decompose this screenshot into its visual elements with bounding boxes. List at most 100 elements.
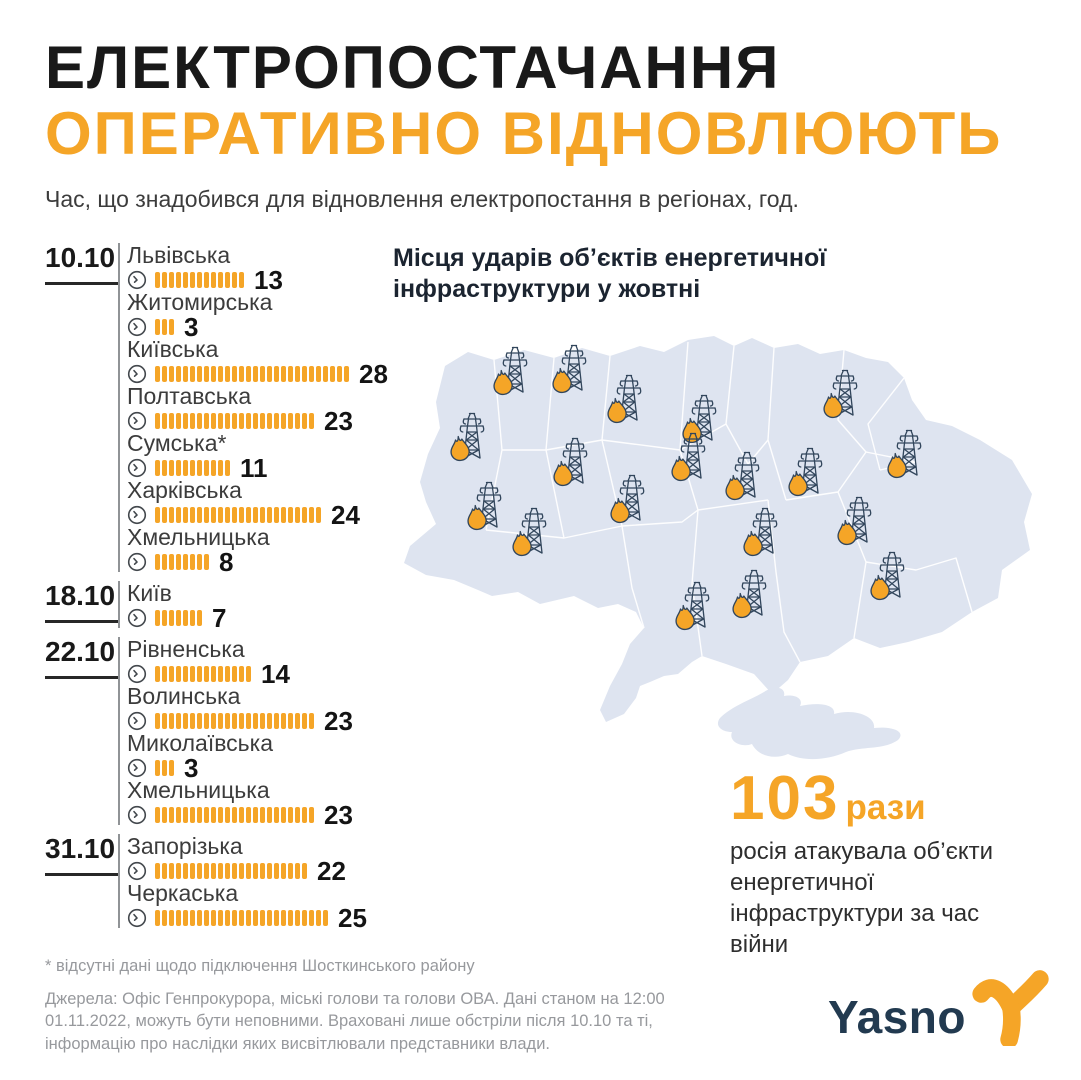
region-row: Рівненська 14 <box>127 637 395 687</box>
clock-icon <box>127 711 147 730</box>
hours-value: 24 <box>331 499 360 530</box>
hours-value: 28 <box>359 358 388 389</box>
timeline-group-content: Запорізька 22 Черкаська 25 <box>118 833 395 931</box>
hours-bar: 24 <box>127 499 395 530</box>
burning-pylon-icon <box>493 344 532 396</box>
transmission-tower-icon <box>459 412 485 459</box>
region-row: Хмельницька 8 <box>127 525 395 575</box>
timeline-group: 31.10 Запорізька 22 Черкаська 25 <box>45 833 395 931</box>
hours-bar: 14 <box>127 661 395 687</box>
yasno-wordmark: Yasno <box>828 991 967 1043</box>
burning-pylon-icon <box>870 549 909 601</box>
region-row: Волинська 23 <box>127 683 395 736</box>
flame-icon <box>610 497 630 524</box>
transmission-tower-icon <box>691 394 717 441</box>
region-name: Запорізька <box>127 833 243 859</box>
tally-ticks <box>155 862 309 879</box>
tally-ticks <box>155 459 232 476</box>
hours-bar: 7 <box>127 605 395 631</box>
tally-ticks <box>155 909 330 926</box>
burning-pylon-icon <box>823 367 862 419</box>
tally-ticks <box>155 365 351 382</box>
hours-bar: 23 <box>127 705 395 736</box>
tally-ticks <box>155 412 316 429</box>
timeline-date-column: 18.10 <box>45 580 118 628</box>
flame-icon <box>552 367 572 394</box>
flame-icon <box>732 592 752 619</box>
burning-pylon-icon <box>788 445 827 497</box>
timeline-date-column: 22.10 <box>45 636 118 825</box>
region-row: Хмельницька 23 <box>127 778 395 828</box>
burning-pylon-icon <box>671 430 710 482</box>
flame-icon <box>671 455 691 482</box>
burning-pylon-icon <box>553 435 592 487</box>
flame-icon <box>887 452 907 479</box>
stat-headline: 103 рази <box>730 768 1030 830</box>
chart-subtitle: Час, що знадобився для відновлення елект… <box>45 186 799 212</box>
hours-bar: 25 <box>127 905 395 931</box>
hours-value: 11 <box>240 452 268 483</box>
date-label: 22.10 <box>45 636 118 679</box>
flame-icon <box>823 392 843 419</box>
burning-pylon-icon <box>837 494 876 546</box>
flame-icon <box>512 530 532 557</box>
tally-ticks <box>155 609 204 626</box>
burning-pylon-icon <box>675 579 714 631</box>
flame-icon <box>837 519 857 546</box>
region-name: Житомирська <box>127 289 273 315</box>
hours-value: 13 <box>254 264 283 295</box>
flame-icon <box>725 474 745 501</box>
timeline-group: 10.10 Львівська 13 Житомирська 3 Київська 2… <box>45 242 395 575</box>
region-row: Львівська 13 <box>127 243 395 295</box>
burning-pylon-icon <box>732 567 771 619</box>
clock-icon <box>127 908 147 927</box>
stat-text: росія атакувала об’єкти енергетичної інф… <box>730 838 994 958</box>
timeline-group-content: Київ 7 <box>118 581 395 631</box>
yasno-logo: Yasno <box>828 966 1052 1046</box>
tally-ticks <box>155 665 253 682</box>
timeline-group: 18.10 Київ 7 <box>45 580 395 631</box>
flame-icon <box>788 470 808 497</box>
region-name: Волинська <box>127 683 241 709</box>
hours-bar: 13 <box>127 264 395 295</box>
timeline-group-content: Львівська 13 Житомирська 3 Київська 28 Полт… <box>118 243 395 575</box>
tally-ticks <box>155 506 323 523</box>
timeline-date-column: 10.10 <box>45 242 118 572</box>
clock-icon <box>127 411 147 430</box>
transmission-tower-icon <box>752 507 778 554</box>
burning-pylon-icon <box>610 472 649 524</box>
ukraine-mainland <box>404 336 1032 722</box>
burning-pylon-icon <box>552 342 591 394</box>
hours-bar: 3 <box>127 311 395 342</box>
region-name: Київська <box>127 336 219 362</box>
tally-ticks <box>155 553 211 570</box>
clock-icon <box>127 664 147 683</box>
burning-pylon-icon <box>467 479 506 531</box>
region-name: Миколаївська <box>127 730 274 756</box>
clock-icon <box>127 805 147 824</box>
clock-icon <box>127 317 147 336</box>
timeline-bar-chart: 10.10 Львівська 13 Житомирська 3 Київська 2… <box>45 242 395 937</box>
hours-value: 3 <box>184 311 199 342</box>
page-title-line2: ОПЕРАТИВНО ВІДНОВЛЮЮТЬ <box>45 100 1003 167</box>
tally-ticks <box>155 759 176 776</box>
timeline-group: 22.10 Рівненська 14 Волинська 23 Миколаївсь… <box>45 636 395 828</box>
timeline-date-column: 31.10 <box>45 833 118 928</box>
flame-icon <box>553 460 573 487</box>
region-name: Черкаська <box>127 880 239 906</box>
footnote-sources: Джерела: Офіс Генпрокурора, міські голов… <box>45 990 665 1053</box>
clock-icon <box>127 608 147 627</box>
clock-icon <box>127 552 147 571</box>
date-label: 18.10 <box>45 580 118 623</box>
footnote-asterisk: * відсутні дані щодо підключення Шосткин… <box>45 957 475 975</box>
region-row: Харківська 24 <box>127 478 395 530</box>
flame-icon <box>675 604 695 631</box>
hours-value: 23 <box>324 705 353 736</box>
burning-pylon-icon <box>725 449 764 501</box>
region-row: Київ 7 <box>127 581 395 631</box>
flame-icon <box>607 397 627 424</box>
transmission-tower-icon <box>741 569 767 616</box>
hours-bar: 8 <box>127 549 395 575</box>
